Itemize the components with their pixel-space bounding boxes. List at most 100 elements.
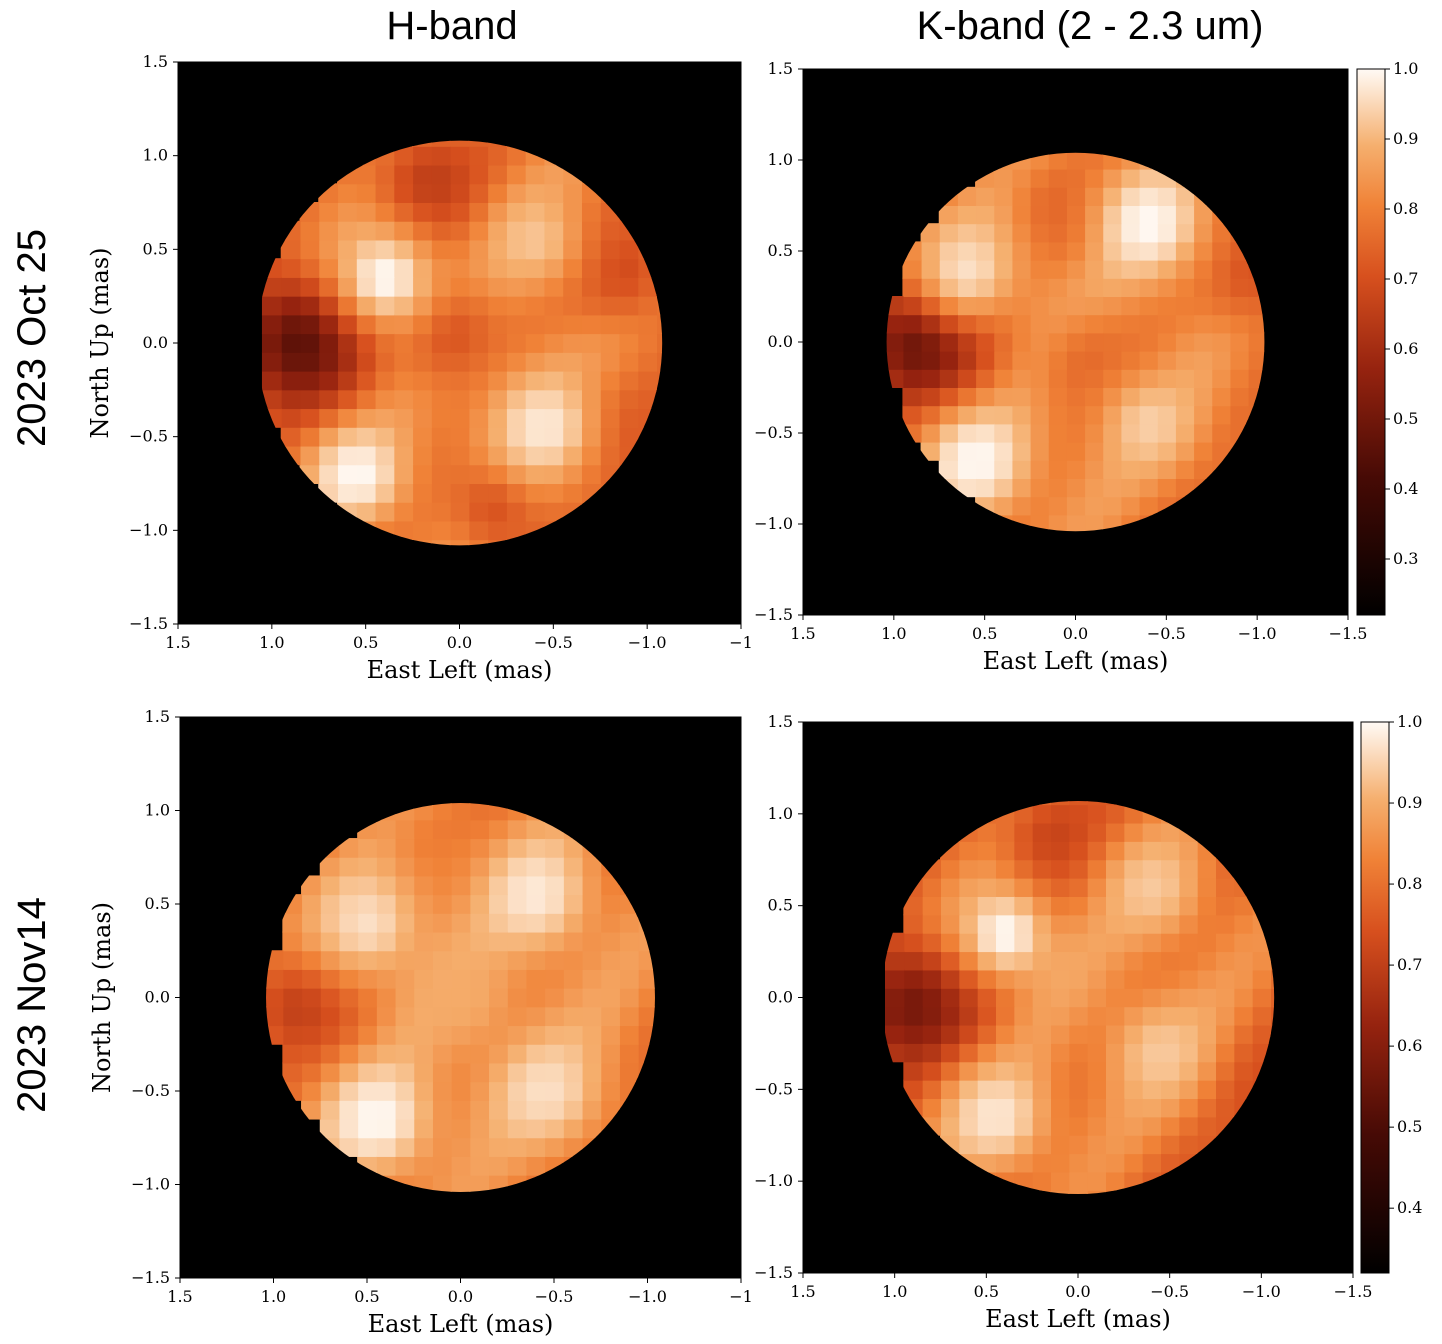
- disk-tile: [1193, 223, 1213, 243]
- disk-tile: [1141, 1134, 1161, 1155]
- disk-tile: [1086, 1061, 1106, 1081]
- disk-tile: [431, 968, 452, 989]
- disk-tile: [338, 838, 359, 858]
- disk-tile: [1211, 387, 1231, 407]
- disk-tile: [506, 894, 527, 914]
- disk-tile: [1011, 186, 1031, 206]
- disk-tile: [580, 220, 601, 241]
- disk-tile: [1084, 478, 1104, 498]
- disk-tile: [1029, 478, 1049, 498]
- disk-tile: [976, 1134, 996, 1155]
- disk-tile: [1029, 405, 1049, 425]
- disk-tile: [1178, 895, 1198, 916]
- disk-tile: [299, 276, 320, 297]
- disk-tile: [1174, 332, 1195, 352]
- disk-tile: [618, 370, 639, 391]
- x-axis-label: East Left (mas): [367, 656, 553, 684]
- disk-tile: [903, 951, 923, 971]
- disk-tile: [1215, 877, 1235, 897]
- disk-tile: [600, 912, 620, 933]
- disk-tile: [525, 894, 546, 914]
- disk-tile: [505, 445, 526, 466]
- disk-tile: [580, 239, 601, 260]
- disk-tile: [562, 1081, 583, 1101]
- disk-tile: [1086, 932, 1106, 953]
- x-tick-label: −0.5: [1147, 624, 1186, 643]
- disk-tile: [1068, 1134, 1088, 1155]
- disk-tile: [318, 295, 339, 316]
- disk-tile: [338, 875, 359, 896]
- disk-tile: [468, 426, 489, 447]
- disk-tile: [1102, 296, 1122, 316]
- disk-tile: [902, 332, 922, 352]
- disk-tile: [488, 1137, 508, 1157]
- disk-tile: [1105, 840, 1125, 861]
- disk-tile: [958, 1061, 978, 1081]
- disk-tile: [469, 931, 490, 952]
- colorbar-tick-label: 0.8: [1397, 874, 1422, 893]
- disk-tile: [958, 895, 978, 916]
- disk-tile: [1086, 804, 1106, 824]
- disk-tile: [525, 968, 546, 989]
- disk-tile: [374, 202, 395, 222]
- disk-tile: [355, 370, 376, 391]
- disk-tile: [338, 1099, 359, 1120]
- disk-tile: [903, 895, 923, 916]
- disk-tile: [337, 464, 357, 484]
- disk-tile: [1141, 1116, 1161, 1136]
- disk-tile: [885, 1006, 905, 1026]
- disk-tile: [940, 1024, 960, 1044]
- disk-tile: [355, 258, 376, 278]
- disk-tile: [469, 1155, 490, 1176]
- disk-tile: [394, 1062, 415, 1083]
- disk-tile: [599, 258, 620, 278]
- disk-tile: [1084, 186, 1104, 206]
- disk-tile: [1156, 241, 1176, 261]
- disk-tile: [599, 370, 620, 391]
- disk-tile: [1123, 1153, 1143, 1173]
- disk-tile: [488, 1062, 508, 1083]
- disk-tile: [543, 408, 564, 428]
- disk-tile: [1029, 314, 1049, 334]
- disk-tile: [600, 875, 620, 896]
- disk-tile: [468, 483, 489, 503]
- disk-tile: [525, 912, 546, 933]
- disk-tile: [468, 408, 489, 428]
- disk-tile: [976, 1153, 996, 1173]
- disk-tile: [1065, 277, 1086, 297]
- disk-tile: [1047, 259, 1067, 279]
- disk-tile: [562, 202, 582, 222]
- disk-tile: [319, 875, 340, 896]
- disk-tile: [920, 259, 940, 279]
- disk-tile: [375, 1137, 396, 1157]
- disk-tile: [1065, 259, 1086, 279]
- disk-tile: [394, 1099, 415, 1120]
- disk-tile: [488, 1006, 508, 1027]
- disk-tile: [1084, 205, 1104, 225]
- disk-tile: [506, 1137, 527, 1157]
- disk-tile: [357, 912, 377, 933]
- disk-tile: [958, 1116, 978, 1136]
- disk-tile: [1138, 387, 1158, 407]
- disk-tile: [1050, 1024, 1070, 1044]
- disk-tile: [993, 186, 1013, 206]
- disk-tile: [1013, 1116, 1033, 1136]
- disk-tile: [1068, 1098, 1088, 1118]
- disk-tile: [1086, 1116, 1106, 1136]
- disk-tile: [1215, 1061, 1235, 1081]
- disk-tile: [357, 1081, 377, 1101]
- disk-tile: [1050, 951, 1070, 971]
- disk-tile: [430, 464, 451, 484]
- disk-tile: [938, 387, 958, 407]
- disk-tile: [1050, 1189, 1070, 1195]
- disk-tile: [956, 387, 977, 407]
- disk-tile: [1196, 895, 1216, 916]
- disk-tile: [1029, 259, 1049, 279]
- disk-tile: [469, 838, 490, 858]
- disk-tile: [468, 239, 489, 260]
- disk-tile: [412, 351, 432, 372]
- disk-tile: [412, 370, 432, 391]
- disk-tile: [337, 183, 357, 203]
- disk-tile: [412, 314, 432, 335]
- disk-tile: [469, 856, 490, 877]
